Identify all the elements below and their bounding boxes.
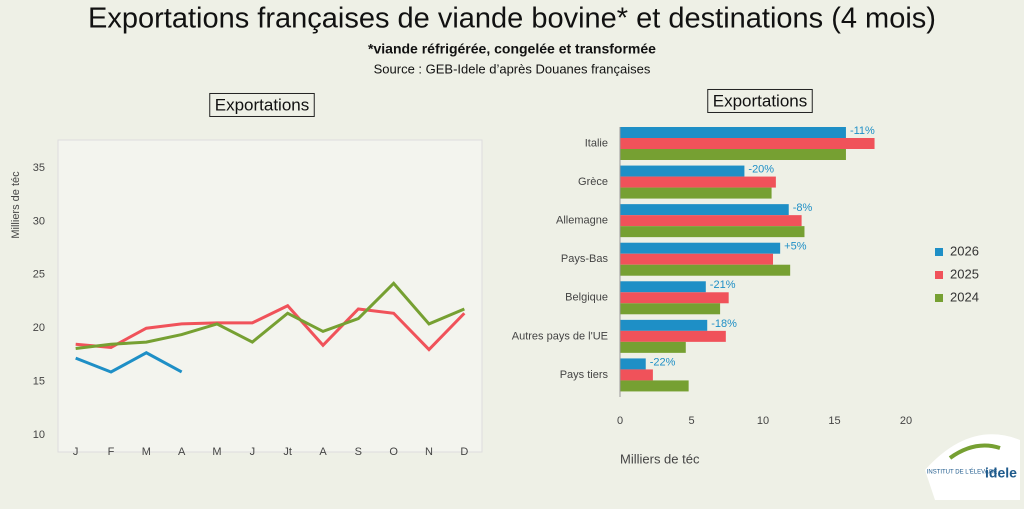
x-tick-label: N (425, 446, 433, 458)
x-tick-label: 0 (617, 415, 623, 427)
legend-swatch (935, 294, 943, 302)
bar (620, 149, 846, 160)
bar (620, 281, 706, 293)
bar (620, 226, 805, 238)
bar (620, 215, 802, 227)
y-tick-label: 35 (33, 162, 45, 174)
category-label: Autres pays de l'UE (512, 330, 608, 342)
logo-swoosh (948, 443, 1001, 460)
x-tick-label: F (108, 446, 115, 458)
bar (620, 319, 708, 331)
chart-title: Exportations (713, 91, 808, 110)
plot-frame (57, 139, 483, 453)
x-axis-label: Milliers de téc (620, 451, 700, 466)
change-label: +5% (784, 241, 807, 253)
bar (620, 127, 846, 138)
legend-label: 2026 (950, 243, 979, 258)
y-tick-label: 15 (33, 376, 45, 388)
bar (620, 165, 745, 177)
x-tick-label: A (178, 446, 186, 458)
legend-swatch (935, 271, 943, 279)
bar (620, 204, 789, 216)
bar (620, 138, 875, 149)
bar (620, 303, 721, 315)
change-label: -22% (650, 356, 676, 368)
logo-brand: idele (985, 465, 1017, 481)
category-label: Grèce (578, 176, 608, 188)
x-tick-label: M (212, 446, 221, 458)
bar (620, 264, 791, 276)
bar (620, 330, 726, 342)
title-box (707, 88, 813, 113)
bar (620, 358, 646, 370)
y-tick-label: 20 (33, 322, 45, 334)
bar (620, 253, 774, 265)
x-tick-label: M (142, 446, 151, 458)
legend-swatch (935, 248, 943, 256)
change-label: -8% (793, 202, 813, 214)
legend-label: 2024 (950, 289, 979, 304)
y-axis-label: Milliers de téc (10, 171, 22, 239)
bar (620, 369, 653, 381)
x-tick-label: 5 (688, 415, 694, 427)
change-label: -21% (710, 279, 736, 291)
category-label: Italie (585, 137, 608, 149)
bar (620, 341, 686, 353)
x-tick-label: A (319, 446, 327, 458)
chart-title: Exportations (215, 95, 310, 114)
category-label: Pays-Bas (561, 253, 609, 265)
subtitle: *viande réfrigérée, congelée et transfor… (368, 41, 656, 57)
series-line (75, 351, 183, 374)
title-box (209, 92, 315, 117)
y-tick-label: 10 (33, 429, 45, 441)
x-tick-label: O (389, 446, 398, 458)
bar (620, 176, 776, 188)
x-tick-label: Jt (283, 446, 292, 458)
change-label: -20% (748, 163, 774, 175)
bar (620, 242, 781, 254)
logo-text: INSTITUT DE L'ÉLEVAGE (927, 469, 998, 476)
series-line (75, 281, 465, 350)
bar (620, 292, 729, 304)
series-line (75, 303, 466, 352)
category-label: Pays tiers (560, 369, 609, 381)
logo-bg (925, 434, 1020, 500)
change-label: -18% (711, 318, 737, 330)
x-tick-label: 10 (757, 415, 769, 427)
x-tick-label: 20 (900, 415, 912, 427)
source: Source : GEB-Idele d’après Douanes franç… (374, 61, 651, 76)
bar (620, 380, 689, 392)
legend-label: 2025 (950, 266, 979, 281)
category-label: Belgique (565, 292, 608, 304)
change-label: -11% (850, 125, 875, 137)
logo: INSTITUT DE L'ÉLEVAGE idele (925, 434, 1020, 500)
x-tick-label: D (460, 446, 468, 458)
y-tick-label: 25 (33, 269, 45, 281)
category-label: Allemagne (556, 215, 608, 227)
x-tick-label: 15 (828, 415, 840, 427)
x-tick-label: J (250, 446, 256, 458)
x-tick-label: J (73, 446, 79, 458)
bar (620, 187, 772, 199)
page-title: Exportations françaises de viande bovine… (88, 3, 936, 35)
x-tick-label: S (355, 446, 362, 458)
y-tick-label: 30 (33, 215, 45, 227)
